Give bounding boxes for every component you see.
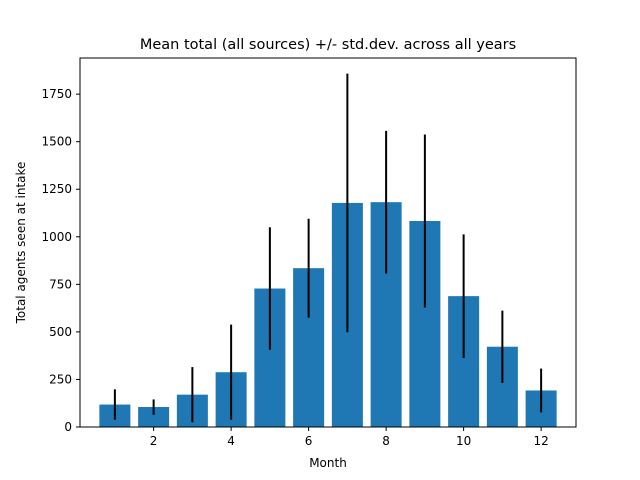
y-tick-label-750: 750 xyxy=(49,277,72,291)
y-axis-label: Total agents seen at intake xyxy=(14,162,28,325)
x-tick-label-6: 6 xyxy=(305,434,313,448)
y-tick-label-1000: 1000 xyxy=(41,230,72,244)
y-tick-label-1750: 1750 xyxy=(41,87,72,101)
y-tick-label-0: 0 xyxy=(64,420,72,434)
y-axis: 0 250 500 750 1000 1250 1500 1750 xyxy=(41,87,80,434)
y-tick-label-500: 500 xyxy=(49,325,72,339)
errorbars-group xyxy=(113,73,543,423)
bars-group xyxy=(99,202,557,427)
x-tick-label-4: 4 xyxy=(227,434,235,448)
plot-frame xyxy=(79,57,577,428)
x-tick-label-10: 10 xyxy=(456,434,471,448)
x-tick-label-8: 8 xyxy=(382,434,390,448)
chart-title: Mean total (all sources) +/- std.dev. ac… xyxy=(140,37,516,53)
x-axis-label: Month xyxy=(309,456,347,470)
bar-month-2 xyxy=(138,407,170,427)
x-axis: 2 4 6 8 10 12 xyxy=(150,427,549,448)
y-tick-label-1500: 1500 xyxy=(41,135,72,149)
x-tick-label-2: 2 xyxy=(150,434,158,448)
y-tick-label-1250: 1250 xyxy=(41,182,72,196)
y-tick-label-250: 250 xyxy=(49,372,72,386)
x-tick-label-12: 12 xyxy=(533,434,548,448)
